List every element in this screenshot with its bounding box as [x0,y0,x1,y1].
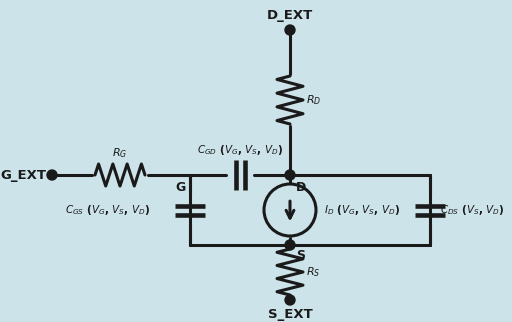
Text: G: G [176,181,186,194]
Circle shape [285,295,295,305]
Circle shape [285,25,295,35]
Text: $C_{GS}$ ($V_G$, $V_S$, $V_D$): $C_{GS}$ ($V_G$, $V_S$, $V_D$) [65,203,150,217]
Text: D_EXT: D_EXT [267,9,313,22]
Text: $I_D$ ($V_G$, $V_S$, $V_D$): $I_D$ ($V_G$, $V_S$, $V_D$) [324,203,400,217]
Text: G_EXT: G_EXT [0,168,46,182]
Text: $R_D$: $R_D$ [306,93,322,107]
Circle shape [47,170,57,180]
Text: $R_S$: $R_S$ [306,265,321,279]
Text: S_EXT: S_EXT [268,308,312,321]
Text: $C_{GD}$ ($V_G$, $V_S$, $V_D$): $C_{GD}$ ($V_G$, $V_S$, $V_D$) [197,143,283,157]
Text: D: D [296,181,306,194]
Text: $R_G$: $R_G$ [112,146,127,160]
Text: S: S [296,249,305,262]
Circle shape [285,170,295,180]
Circle shape [285,240,295,250]
Text: $C_{DS}$ ($V_S$, $V_D$): $C_{DS}$ ($V_S$, $V_D$) [440,203,504,217]
